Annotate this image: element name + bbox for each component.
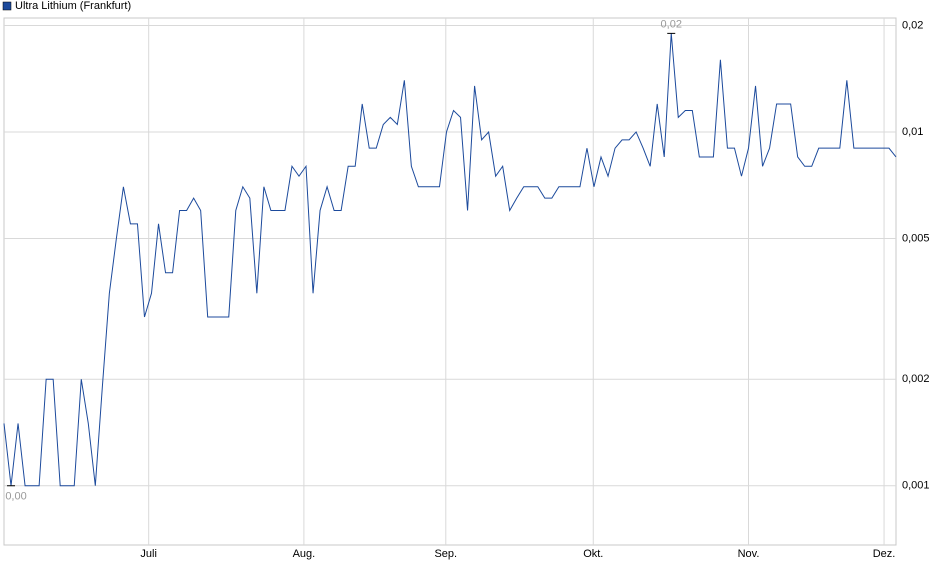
legend-swatch [2,1,12,11]
low-label: 0,00 [5,491,26,503]
high-label: 0,02 [661,18,682,30]
x-tick-label: Juli [140,548,157,560]
price-line [3,33,897,487]
x-tick-label: Sep. [434,548,457,560]
y-tick-label: 0,02 [902,19,923,31]
x-tick-label: Nov. [738,548,760,560]
y-tick-label: 0,002 [902,373,930,385]
x-tick-label: Aug. [293,548,316,560]
x-tick-label: Dez. [873,548,896,560]
y-tick-label: 0,01 [902,126,923,138]
y-tick-label: 0,005 [902,232,930,244]
x-tick-label: Okt. [583,548,603,560]
legend-label: Ultra Lithium (Frankfurt) [15,0,131,12]
y-tick-label: 0,001 [902,480,930,492]
plot-frame [3,17,897,546]
